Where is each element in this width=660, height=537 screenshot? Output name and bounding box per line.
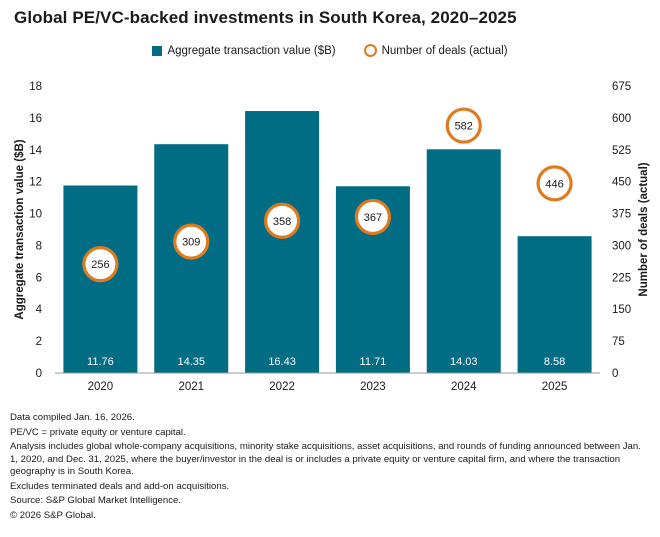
y2-tick-label: 300 (612, 240, 631, 252)
y2-tick-label: 675 (612, 81, 631, 93)
y2-axis-label: Number of deals (actual) (638, 162, 650, 296)
y-tick-label: 16 (29, 113, 42, 125)
y2-tick-label: 0 (612, 368, 618, 380)
y-tick-label: 2 (36, 336, 42, 348)
deal-count-label: 256 (91, 259, 109, 271)
deal-count-label: 582 (455, 121, 473, 133)
deal-count-marker (263, 202, 301, 239)
legend-bar-label: Aggregate transaction value ($B) (167, 44, 336, 57)
footnote: © 2026 S&P Global. (10, 509, 96, 521)
x-tick-label: 2020 (88, 381, 114, 393)
x-tick-label: 2023 (360, 381, 386, 393)
legend-bar-swatch (152, 45, 163, 56)
footnote: Source: S&P Global Market Intelligence. (10, 495, 182, 506)
deal-count-label: 358 (273, 216, 291, 228)
x-tick-label: 2022 (269, 381, 295, 393)
y2-tick-label: 375 (612, 209, 631, 221)
deal-count-marker (445, 107, 482, 144)
y-tick-label: 14 (29, 145, 42, 157)
chart-area: 0 2 4 6 8 10 12 14 16 18 0 75 150 225 300 375 450 525 600… (14, 81, 650, 393)
y2-tick-label: 450 (612, 177, 631, 189)
deal-count-label: 446 (545, 178, 563, 190)
deal-count-label: 367 (364, 212, 382, 224)
footnote: Excludes terminated deals and add-on acq… (10, 480, 230, 492)
y-tick-label: 0 (36, 368, 42, 380)
x-tick-label: 2021 (178, 381, 204, 393)
y-tick-label: 18 (29, 81, 42, 93)
y-tick-label: 12 (29, 177, 42, 189)
y2-tick-label: 525 (612, 145, 631, 157)
deal-count-marker (354, 198, 392, 236)
bar-value-label: 14.03 (450, 356, 478, 368)
y-tick-label: 10 (29, 209, 42, 221)
bar-value-label: 8.58 (544, 356, 565, 368)
bar (517, 236, 592, 373)
bar-value-label: 11.76 (87, 356, 114, 368)
legend-circle-label: Number of deals (actual) (381, 44, 508, 57)
bar-value-label: 14.35 (177, 356, 205, 368)
x-axis-labels: 2020 2021 2022 2023 2024 2025 (88, 381, 568, 393)
legend-item-deals: Number of deals (actual) (363, 44, 508, 57)
x-tick-label: 2024 (451, 381, 477, 393)
footnotes: Data compiled Jan. 16, 2026. PE/VC = pri… (10, 412, 650, 524)
deal-count-marker (536, 165, 573, 202)
y-tick-label: 6 (36, 272, 42, 284)
y2-tick-label: 150 (612, 304, 631, 316)
y-tick-label: 8 (36, 240, 42, 252)
right-axis-ticks: 0 75 150 225 300 375 450 525 600 675 (612, 81, 631, 380)
bar-value-labels: 11.76 14.35 16.43 11.71 14.03 8.58 (87, 356, 565, 368)
y-tick-label: 4 (36, 304, 43, 316)
deal-count-label: 309 (182, 237, 200, 249)
footnote: PE/VC = private equity or venture capita… (10, 426, 186, 438)
bar-series (63, 111, 592, 373)
footnote: Data compiled Jan. 16, 2026. (10, 412, 135, 423)
bar (426, 149, 501, 373)
footnote: Analysis includes global whole-company a… (10, 441, 641, 477)
y2-tick-label: 225 (612, 272, 631, 284)
legend-item-value: Aggregate transaction value ($B) (152, 44, 336, 57)
left-axis-ticks: 0 2 4 6 8 10 12 14 16 18 (29, 81, 42, 380)
y2-tick-label: 75 (612, 336, 625, 348)
bar-value-label: 11.71 (360, 356, 387, 368)
chart-legend: Aggregate transaction value ($B) Number … (0, 44, 660, 57)
legend-circle-icon (363, 44, 377, 57)
deal-count-marker (173, 223, 210, 260)
y-axis-label: Aggregate transaction value ($B) (14, 139, 26, 319)
bar (245, 111, 320, 373)
deal-count-series: 256 309 358 367 582 446 (82, 107, 573, 283)
x-tick-label: 2025 (542, 381, 568, 393)
deal-count-marker (82, 246, 119, 283)
bar-value-label: 16.43 (268, 356, 296, 368)
chart-title: Global PE/VC-backed investments in South… (14, 8, 517, 27)
y2-tick-label: 600 (612, 113, 631, 125)
